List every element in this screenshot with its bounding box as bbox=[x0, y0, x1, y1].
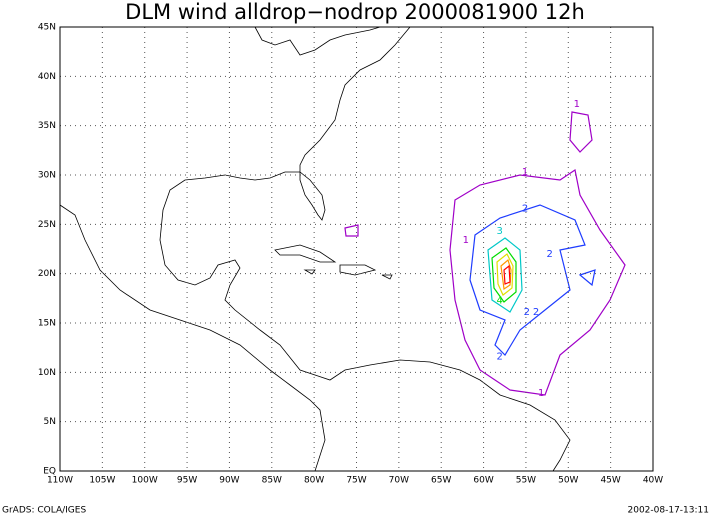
x-tick-label: 40W bbox=[643, 476, 663, 486]
contour-label: 1 bbox=[463, 235, 469, 246]
map-title: DLM wind alldrop−nodrop 2000081900 12h bbox=[125, 0, 585, 24]
contour-label: 2 bbox=[533, 307, 539, 318]
x-tick-label: 65W bbox=[431, 476, 451, 486]
y-tick-label: 45N bbox=[38, 23, 56, 33]
y-tick-label: 10N bbox=[38, 368, 56, 378]
contours bbox=[344, 111, 626, 396]
y-tick-label: 40N bbox=[38, 72, 56, 82]
y-tick-label: 15N bbox=[38, 319, 56, 329]
coastlines bbox=[59, 26, 571, 472]
x-tick-label: 95W bbox=[177, 476, 197, 486]
contour-label: 2 bbox=[546, 249, 552, 260]
x-tick-label: 55W bbox=[516, 476, 536, 486]
x-tick-label: 70W bbox=[389, 476, 409, 486]
footer-left: GrADS: COLA/IGES bbox=[2, 506, 86, 516]
y-tick-label: 20N bbox=[38, 269, 56, 279]
contour-label: 1 bbox=[538, 388, 544, 399]
contour-label: 2 bbox=[496, 352, 502, 363]
x-tick-label: 60W bbox=[473, 476, 493, 486]
contour-label: 2 bbox=[522, 204, 528, 215]
y-tick-label: 30N bbox=[38, 171, 56, 181]
x-tick-label: 50W bbox=[558, 476, 578, 486]
x-tick-label: 110W bbox=[47, 476, 73, 486]
contour-label: 2 bbox=[524, 307, 530, 318]
contour-label: 3 bbox=[496, 226, 502, 237]
contour-label: 1 bbox=[574, 99, 580, 110]
contour-label: 4 bbox=[496, 295, 502, 306]
x-tick-label: 85W bbox=[262, 476, 282, 486]
x-tick-label: 80W bbox=[304, 476, 324, 486]
x-tick-label: 105W bbox=[89, 476, 115, 486]
x-tick-label: 90W bbox=[219, 476, 239, 486]
x-tick-label: 75W bbox=[346, 476, 366, 486]
x-tick-label: 100W bbox=[132, 476, 158, 486]
y-tick-label: EQ bbox=[43, 467, 56, 477]
y-tick-label: 5N bbox=[44, 417, 56, 427]
footer-right: 2002-08-17-13:11 bbox=[628, 506, 710, 516]
map-frame bbox=[59, 26, 654, 472]
x-tick-label: 45W bbox=[600, 476, 620, 486]
y-tick-label: 25N bbox=[38, 220, 56, 230]
contour-label: 1 bbox=[522, 167, 528, 178]
y-tick-label: 35N bbox=[38, 121, 56, 131]
